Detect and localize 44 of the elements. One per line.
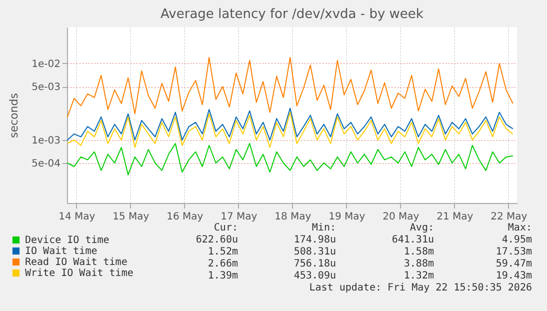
- legend-label: Write IO Wait time: [25, 268, 134, 279]
- legend-label: IO Wait time: [25, 246, 98, 257]
- text: Max:: [508, 222, 532, 234]
- line-series: [67, 112, 514, 148]
- x-tick-label: 21 May: [436, 212, 474, 222]
- text: 756.18u: [294, 258, 336, 270]
- x-tick-label: 22 May: [490, 212, 528, 222]
- x-tick-label: 16 May: [166, 212, 204, 222]
- y-tick-label: 5e-04: [32, 158, 60, 170]
- chart-title: Average latency for /dev/xvda - by week: [160, 7, 424, 22]
- text: 1.32m: [404, 270, 434, 282]
- x-tick-label: 17 May: [220, 212, 258, 222]
- legend-label: Read IO Wait time: [25, 257, 128, 268]
- text: 174.98u: [294, 234, 336, 246]
- line-series: [67, 108, 514, 140]
- y-axis-title: seconds: [8, 92, 21, 138]
- text: 508.31u: [294, 246, 336, 258]
- y-tick-label: 5e-03: [32, 82, 60, 94]
- text: 59.47m: [496, 258, 532, 270]
- x-tick-label: 14 May: [58, 212, 96, 222]
- text: 2.66m: [208, 258, 238, 270]
- text: Cur:: [214, 222, 238, 234]
- legend-label: Device IO time: [25, 235, 110, 246]
- line-series: [67, 56, 514, 118]
- text: 1.39m: [208, 270, 238, 282]
- text: 1.52m: [208, 246, 238, 258]
- x-tick-label: 19 May: [328, 212, 366, 222]
- text: 622.60u: [196, 234, 238, 246]
- text: Avg:: [410, 222, 434, 234]
- text: 3.88m: [404, 258, 434, 270]
- text: 17.53m: [496, 246, 532, 258]
- y-tick-label: 1e-02: [32, 58, 60, 70]
- x-tick-label: 18 May: [274, 212, 312, 222]
- text: 19.43m: [496, 270, 532, 282]
- text: 453.09u: [294, 270, 336, 282]
- text: Min:: [312, 222, 336, 234]
- text: 4.95m: [502, 234, 532, 246]
- x-tick-label: 15 May: [112, 212, 150, 222]
- y-tick-label: 1e-03: [32, 135, 60, 146]
- line-series: [67, 142, 514, 176]
- text: 1.58m: [404, 246, 434, 258]
- text: Last update: Fri May 22 15:50:35 2026: [309, 282, 532, 294]
- text: 641.31u: [392, 234, 434, 246]
- x-tick-label: 20 May: [382, 212, 420, 222]
